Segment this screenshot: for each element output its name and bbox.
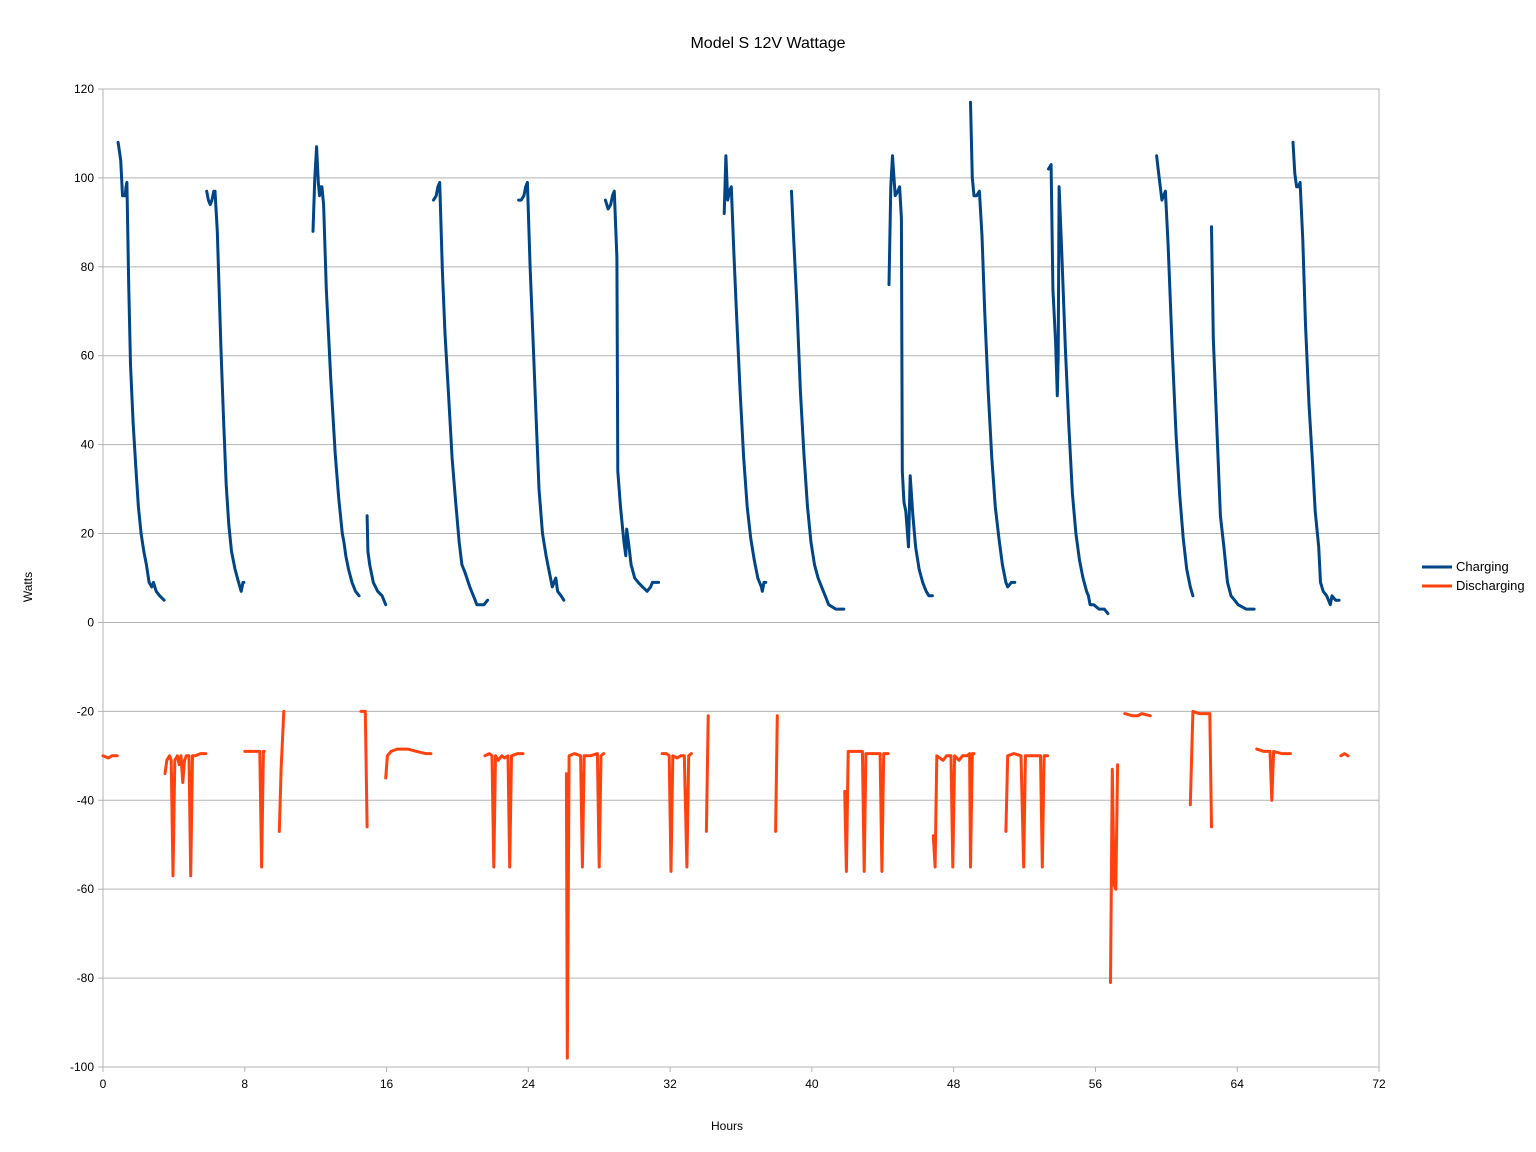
series-line-charging <box>116 140 166 602</box>
series-line-charging <box>790 189 846 611</box>
x-tick-label: 0 <box>100 1077 107 1091</box>
series-line-discharging <box>243 749 266 869</box>
plot-area-border <box>102 88 1380 1068</box>
series-line-discharging <box>660 752 693 873</box>
series-line-discharging <box>483 752 525 869</box>
y-tick-label: 80 <box>81 260 95 274</box>
series-line-charging <box>205 189 246 593</box>
series-line-discharging <box>1188 709 1213 829</box>
x-tick-label: 40 <box>805 1077 819 1091</box>
series-line-charging <box>1210 225 1256 611</box>
series-line-charging <box>1155 154 1195 598</box>
series-line-charging <box>517 180 566 602</box>
series-line-charging <box>722 154 768 593</box>
series-line-charging <box>1291 140 1341 607</box>
y-tick-label: -60 <box>77 882 95 896</box>
series-line-charging <box>887 154 934 598</box>
legend: Charging Discharging <box>1422 559 1525 593</box>
chart-title: Model S 12V Wattage <box>690 35 845 52</box>
series-line-charging <box>365 514 388 607</box>
series-line-discharging <box>163 752 208 878</box>
series-line-discharging <box>1255 747 1292 802</box>
x-tick-label: 16 <box>380 1077 394 1091</box>
series-lines <box>101 100 1350 1060</box>
x-tick-label: 32 <box>663 1077 677 1091</box>
series-line-discharging <box>564 752 606 1060</box>
series-line-charging <box>969 100 1017 589</box>
y-tick-label: 40 <box>81 438 95 452</box>
x-tick-label: 72 <box>1372 1077 1386 1091</box>
y-tick-label: -80 <box>77 971 95 985</box>
series-discharging <box>101 709 1350 1060</box>
x-tick-label: 24 <box>522 1077 536 1091</box>
x-tick-label: 64 <box>1231 1077 1245 1091</box>
axis-ticks: 120 100 80 60 40 20 0 -20 -40 -60 -80 -100 0 8 16 24 32 4… <box>70 82 1386 1091</box>
series-charging <box>116 100 1341 616</box>
y-axis-title: Watts <box>21 572 35 602</box>
y-tick-label: 100 <box>74 171 94 185</box>
series-line-discharging <box>843 749 890 873</box>
series-line-discharging <box>704 714 710 833</box>
x-tick-label: 48 <box>947 1077 961 1091</box>
series-line-discharging <box>277 709 286 833</box>
series-line-discharging <box>774 714 779 833</box>
y-tick-label: 20 <box>81 527 95 541</box>
legend-label-charging: Charging <box>1456 559 1509 574</box>
series-line-discharging <box>1339 752 1350 758</box>
series-line-discharging <box>931 752 976 869</box>
x-axis-title: Hours <box>711 1119 743 1133</box>
y-tick-label: 60 <box>81 349 95 363</box>
x-tick-label: 56 <box>1089 1077 1103 1091</box>
series-line-charging <box>1047 163 1110 616</box>
series-line-discharging <box>1123 712 1152 718</box>
y-tick-label: -20 <box>77 704 95 718</box>
y-tick-label: 120 <box>74 82 94 96</box>
y-tick-label: -100 <box>70 1060 94 1074</box>
series-line-discharging <box>384 747 433 780</box>
series-line-discharging <box>101 754 119 760</box>
series-line-charging <box>311 145 361 598</box>
legend-label-discharging: Discharging <box>1456 578 1525 593</box>
x-tick-label: 8 <box>241 1077 248 1091</box>
series-line-charging <box>603 189 661 593</box>
y-tick-label: 0 <box>87 615 94 629</box>
series-line-discharging <box>359 709 369 829</box>
y-tick-label: -40 <box>77 793 95 807</box>
series-line-discharging <box>1004 752 1050 869</box>
series-line-discharging <box>1109 763 1120 984</box>
series-line-charging <box>432 180 490 607</box>
